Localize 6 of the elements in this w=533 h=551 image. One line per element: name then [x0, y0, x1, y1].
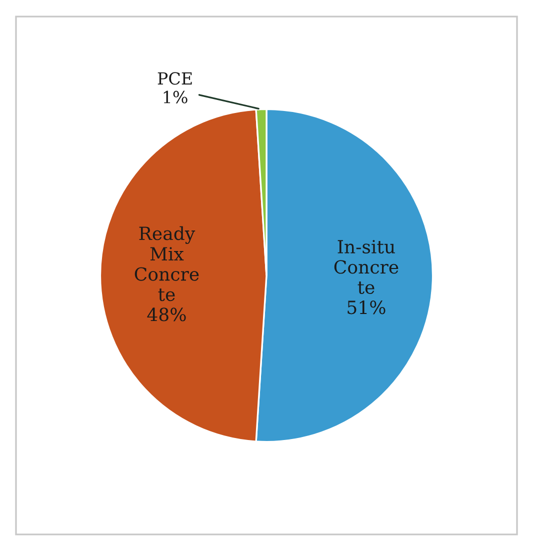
slice-label: PCE [158, 72, 192, 85]
slice-label: In-situ Concre te [334, 240, 398, 294]
data-label: 1% [164, 90, 188, 104]
data-label: 48% [147, 308, 186, 322]
data-label: 51% [348, 300, 386, 314]
slice-label: Ready Mix Concre te [134, 226, 199, 302]
